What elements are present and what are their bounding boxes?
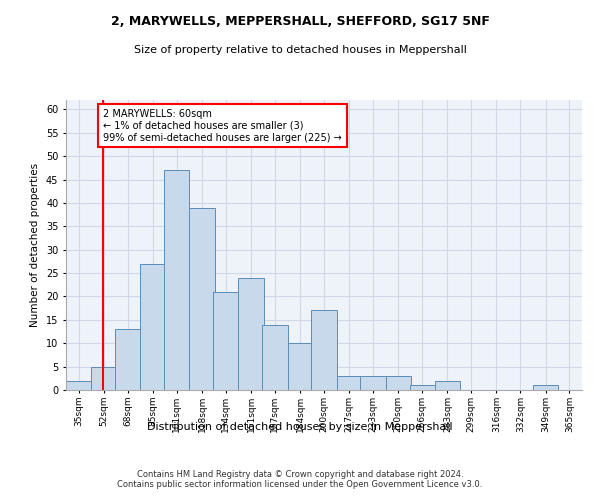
Bar xyxy=(287,343,313,390)
Bar xyxy=(91,366,116,390)
Bar xyxy=(213,292,238,390)
Text: Contains HM Land Registry data © Crown copyright and database right 2024.: Contains HM Land Registry data © Crown c… xyxy=(137,470,463,479)
Bar xyxy=(533,386,558,390)
Bar xyxy=(337,376,362,390)
Text: Size of property relative to detached houses in Meppershall: Size of property relative to detached ho… xyxy=(134,45,466,55)
Bar xyxy=(311,310,337,390)
Bar xyxy=(410,386,435,390)
Bar xyxy=(361,376,386,390)
Text: 2, MARYWELLS, MEPPERSHALL, SHEFFORD, SG17 5NF: 2, MARYWELLS, MEPPERSHALL, SHEFFORD, SG1… xyxy=(110,15,490,28)
Text: Contains public sector information licensed under the Open Government Licence v3: Contains public sector information licen… xyxy=(118,480,482,489)
Bar xyxy=(66,380,91,390)
Text: 2 MARYWELLS: 60sqm
← 1% of detached houses are smaller (3)
99% of semi-detached : 2 MARYWELLS: 60sqm ← 1% of detached hous… xyxy=(103,110,342,142)
Bar xyxy=(435,380,460,390)
Bar xyxy=(164,170,190,390)
Text: Distribution of detached houses by size in Meppershall: Distribution of detached houses by size … xyxy=(147,422,453,432)
Bar xyxy=(190,208,215,390)
Bar xyxy=(262,324,287,390)
Bar xyxy=(115,329,140,390)
Bar xyxy=(386,376,411,390)
Bar xyxy=(238,278,264,390)
Y-axis label: Number of detached properties: Number of detached properties xyxy=(31,163,40,327)
Bar xyxy=(140,264,166,390)
